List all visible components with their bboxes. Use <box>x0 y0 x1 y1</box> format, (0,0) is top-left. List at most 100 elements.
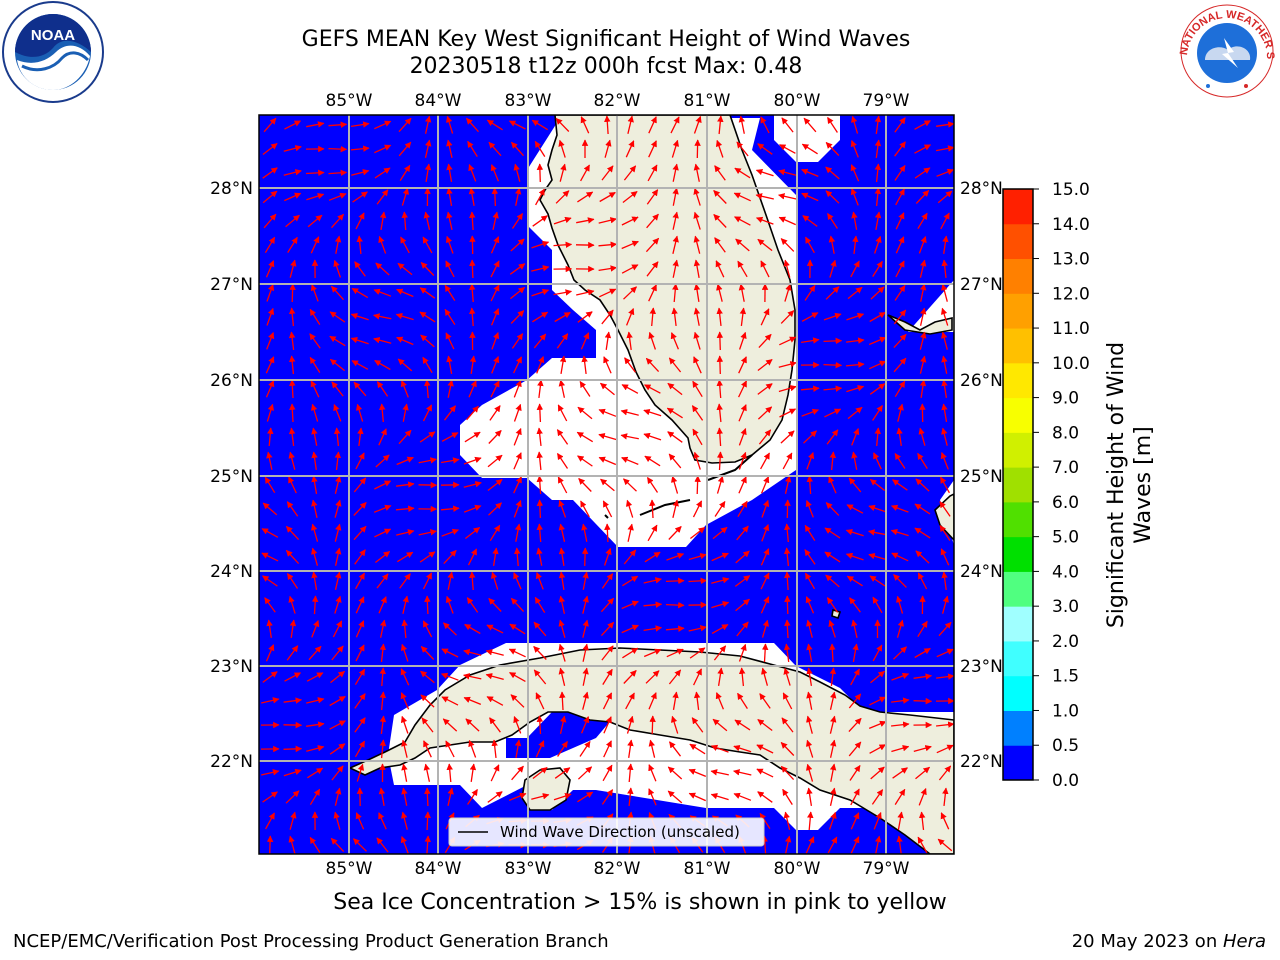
wave-direction-arrow <box>623 165 637 181</box>
wave-direction-arrow <box>919 283 927 302</box>
lon-tick-top: 79°W <box>863 91 910 111</box>
wave-direction-arrow <box>378 235 387 254</box>
wave-direction-arrow <box>330 837 345 853</box>
colorbar-segment <box>1003 467 1033 503</box>
wave-direction-arrow <box>870 766 885 780</box>
wave-direction-arrow <box>311 619 320 638</box>
wave-direction-arrow <box>355 596 365 614</box>
wave-direction-arrow <box>485 649 504 656</box>
wave-direction-arrow <box>577 766 593 780</box>
wave-direction-arrow <box>331 645 344 661</box>
wave-direction-arrow <box>693 211 701 230</box>
wave-direction-arrow <box>558 139 566 158</box>
wave-direction-arrow <box>289 619 297 638</box>
wave-direction-arrow <box>419 287 436 299</box>
wave-direction-arrow <box>264 236 276 254</box>
wave-direction-arrow <box>623 286 637 300</box>
wave-direction-arrow <box>352 191 368 203</box>
wave-direction-arrow <box>266 451 273 470</box>
wave-direction-arrow <box>490 164 500 182</box>
wave-direction-arrow <box>689 647 706 659</box>
wave-direction-arrow <box>333 259 342 278</box>
lat-tick-left: 24°N <box>210 562 253 582</box>
wave-direction-arrow <box>896 835 903 854</box>
colorbar-segment <box>1003 362 1033 399</box>
wave-direction-arrow <box>582 595 589 614</box>
wave-direction-arrow <box>556 452 569 469</box>
wave-direction-arrow <box>823 385 843 392</box>
wave-direction-arrow <box>559 163 567 182</box>
wave-direction-arrow <box>804 549 816 565</box>
wave-direction-arrow <box>825 166 840 180</box>
colorbar-tick-label: 14.0 <box>1052 215 1090 235</box>
lat-tick-right: 27°N <box>960 275 1003 295</box>
wave-direction-arrow <box>693 691 701 710</box>
wave-direction-arrow <box>755 216 774 225</box>
wave-direction-arrow <box>688 792 706 802</box>
wave-direction-arrow <box>487 478 503 492</box>
wave-direction-arrow <box>357 427 364 446</box>
wave-direction-arrow <box>309 788 321 806</box>
nws-ring-text: NATIONAL WEATHER SERVICE <box>0 0 1276 59</box>
wave-direction-arrow <box>578 478 592 492</box>
wave-direction-arrow <box>623 549 637 565</box>
wave-direction-arrow <box>829 763 837 782</box>
wave-direction-arrow <box>755 168 774 177</box>
wave-direction-arrow <box>283 697 303 704</box>
wave-direction-arrow <box>733 792 752 801</box>
wave-direction-arrow <box>829 787 837 806</box>
wave-direction-arrow <box>577 791 594 803</box>
wave-direction-arrow <box>806 691 813 710</box>
wave-direction-arrow <box>379 667 386 687</box>
wave-direction-arrow <box>716 451 724 471</box>
wave-direction-arrow <box>937 838 953 852</box>
wave-direction-arrow <box>622 647 639 659</box>
wave-direction-arrow <box>758 333 772 349</box>
wave-direction-arrow <box>941 259 948 278</box>
lon-tick-top: 84°W <box>415 91 462 111</box>
wave-direction-arrow <box>286 645 299 661</box>
wave-direction-arrow <box>401 211 408 231</box>
wave-direction-arrow <box>627 763 634 783</box>
colorbar-tick-label: 12.0 <box>1052 284 1090 304</box>
wave-direction-arrow <box>824 408 842 418</box>
wave-direction-arrow <box>373 313 392 320</box>
wave-direction-arrow <box>288 476 297 494</box>
wave-direction-arrow <box>447 571 454 590</box>
wave-direction-arrow <box>446 355 453 375</box>
wave-direction-arrow <box>623 670 637 684</box>
wave-direction-arrow <box>760 476 770 494</box>
wave-direction-arrow <box>735 238 750 252</box>
wave-direction-arrow <box>396 288 414 298</box>
wave-direction-arrow <box>468 187 476 207</box>
wind-wave-arrows <box>260 115 954 854</box>
wave-direction-arrow <box>850 260 860 278</box>
wave-direction-arrow <box>826 597 839 613</box>
wave-direction-arrow <box>918 787 927 806</box>
wave-direction-arrow <box>851 115 859 134</box>
lon-tick-top: 85°W <box>326 91 373 111</box>
wave-direction-arrow <box>710 769 729 776</box>
colorbar-tick-label: 2.0 <box>1052 632 1079 652</box>
wave-direction-arrow <box>894 284 906 301</box>
wave-direction-arrow <box>621 216 639 226</box>
wave-direction-arrow <box>735 550 750 564</box>
wave-direction-arrow <box>581 523 588 542</box>
wave-direction-arrow <box>668 741 682 757</box>
wave-direction-arrow <box>670 715 679 734</box>
wave-direction-arrow <box>536 451 543 471</box>
wave-direction-arrow <box>536 427 543 446</box>
wave-direction-arrow <box>398 117 412 133</box>
wave-direction-arrow <box>374 528 392 538</box>
wave-direction-arrow <box>603 716 612 734</box>
wave-direction-arrow <box>891 552 909 562</box>
wave-direction-arrow <box>487 454 503 468</box>
wave-direction-arrow <box>604 523 611 543</box>
wave-direction-arrow <box>396 456 414 466</box>
wave-direction-arrow <box>625 307 635 326</box>
wave-direction-arrow <box>756 768 774 778</box>
wave-direction-arrow <box>265 812 275 830</box>
wave-direction-arrow <box>490 236 500 254</box>
wave-direction-arrow <box>444 284 456 301</box>
wave-direction-arrow <box>397 358 413 372</box>
